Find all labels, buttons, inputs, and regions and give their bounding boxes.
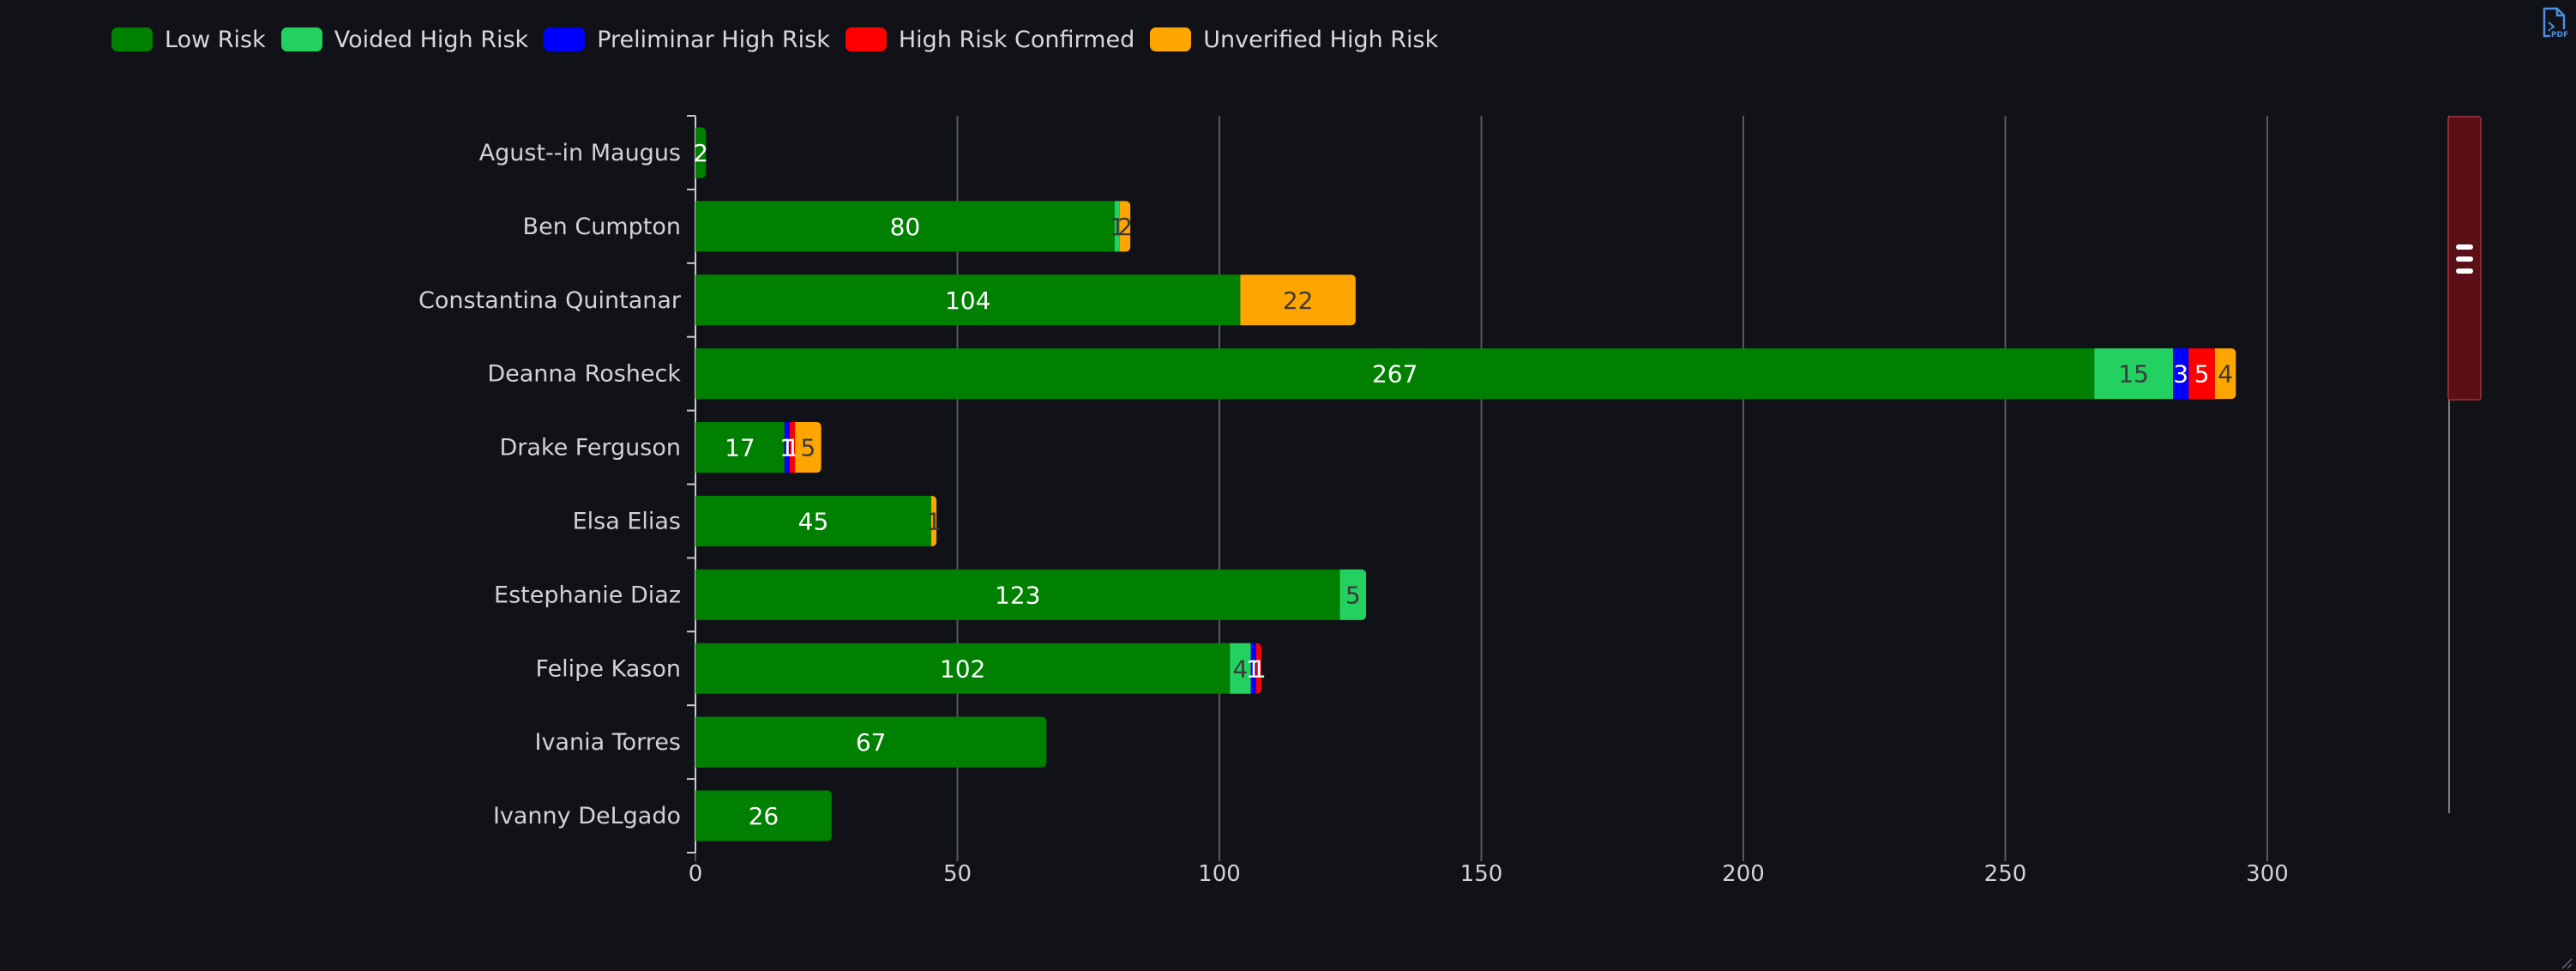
legend-label: Preliminar High Risk <box>597 26 830 53</box>
bar-segment[interactable] <box>1114 201 1120 252</box>
legend-label: High Risk Confirmed <box>898 26 1135 53</box>
legend-item[interactable]: Voided High Risk <box>280 26 529 53</box>
x-tick-label: 150 <box>1460 861 1503 887</box>
pdf-export-button[interactable]: PDF <box>2540 7 2569 39</box>
bar-segment[interactable] <box>795 422 822 473</box>
bar-value-label: 5 <box>1345 581 1361 609</box>
bar-segment[interactable] <box>2173 348 2189 400</box>
legend-swatch <box>544 27 586 51</box>
bar-value-label: 4 <box>1233 654 1249 683</box>
legend-item[interactable]: Preliminar High Risk <box>544 27 830 53</box>
bar-segment[interactable] <box>784 422 790 473</box>
bar-segment[interactable] <box>695 569 1340 620</box>
x-tick-label: 100 <box>1198 861 1241 887</box>
legend-swatch <box>280 27 322 51</box>
bar-value-label: 123 <box>995 581 1040 609</box>
bar-segment[interactable] <box>695 127 707 178</box>
bar-value-label: 3 <box>2173 360 2188 389</box>
legend-label: Voided High Risk <box>334 26 529 53</box>
legend-label: Unverified High Risk <box>1203 26 1439 53</box>
bar-value-label: 4 <box>2218 360 2233 389</box>
x-tick-label: 0 <box>689 861 703 887</box>
y-category-label: Drake Ferguson <box>499 435 681 461</box>
bar-value-label: 2 <box>1117 213 1133 241</box>
scrollbar-grip-icon <box>2456 244 2473 250</box>
y-category-label: Ben Cumpton <box>523 214 681 240</box>
bar-segment[interactable] <box>695 422 785 473</box>
legend-swatch <box>1150 27 1192 51</box>
bar-value-label: 1 <box>926 507 942 535</box>
bar-value-label: 102 <box>940 654 985 683</box>
bar-segment[interactable] <box>1250 642 1256 694</box>
bar-segment[interactable] <box>930 495 937 546</box>
bar-segment[interactable] <box>1255 642 1261 694</box>
bar-segment[interactable] <box>695 642 1231 694</box>
y-category-label: Constantina Quintanar <box>418 287 682 314</box>
bar-segment[interactable] <box>1119 201 1131 252</box>
legend-item[interactable]: Unverified High Risk <box>1150 27 1438 53</box>
legend-swatch <box>111 27 153 51</box>
legend-label: Low Risk <box>165 26 266 53</box>
bar-segment[interactable] <box>695 274 1241 326</box>
bar-value-label: 267 <box>1372 360 1417 389</box>
y-category-label: Agust--in Maugus <box>479 140 681 166</box>
bar-value-label: 1 <box>1251 654 1267 683</box>
bar-value-label: 104 <box>945 286 990 315</box>
bar-segment[interactable] <box>1240 274 1356 326</box>
bar-value-label: 22 <box>1283 286 1314 315</box>
bar-segment[interactable] <box>695 201 1115 252</box>
y-category-label: Ivanny DeLgado <box>493 803 681 829</box>
bar-segment[interactable] <box>789 422 796 473</box>
svg-text:PDF: PDF <box>2551 31 2568 39</box>
x-tick-label: 200 <box>1722 861 1765 887</box>
y-category-label: Estephanie Diaz <box>494 582 681 608</box>
x-tick-label: 250 <box>1984 861 2027 887</box>
bar-value-label: 45 <box>798 507 829 535</box>
x-tick-label: 50 <box>943 861 972 887</box>
bar-segment[interactable] <box>695 495 931 546</box>
bar-value-label: 26 <box>749 802 779 830</box>
bar-value-label: 5 <box>2194 360 2210 389</box>
bar-segment[interactable] <box>2214 348 2236 400</box>
scrollbar-grip-icon <box>2456 268 2473 274</box>
resize-handle-icon[interactable] <box>2559 956 2573 969</box>
bar-value-label: 5 <box>800 434 816 462</box>
y-category-label: Deanna Rosheck <box>487 361 681 388</box>
bar-value-label: 67 <box>856 728 887 757</box>
bar-segment[interactable] <box>1230 642 1251 694</box>
y-category-label: Elsa Elias <box>573 508 681 534</box>
y-category-label: Felipe Kason <box>536 655 681 682</box>
bar-value-label: 2 <box>693 139 708 167</box>
bar-segment[interactable] <box>695 790 832 841</box>
bar-value-label: 15 <box>2118 360 2149 389</box>
bar-value-label: 80 <box>890 213 921 241</box>
scrollbar-grip-icon <box>2456 256 2473 262</box>
bar-segment[interactable] <box>695 348 2095 400</box>
legend-item[interactable]: High Risk Confirmed <box>845 26 1135 53</box>
bar-segment[interactable] <box>2094 348 2174 400</box>
x-tick-label: 300 <box>2246 861 2289 887</box>
bar-segment[interactable] <box>2188 348 2215 400</box>
pdf-export-icon: PDF <box>2543 7 2569 39</box>
chart-legend: Low Risk Voided High Risk Preliminar High … <box>111 22 1454 57</box>
legend-swatch <box>845 27 887 51</box>
legend-item[interactable]: Low Risk <box>111 27 266 53</box>
bar-value-label: 17 <box>725 434 755 462</box>
bar-segment[interactable] <box>1339 569 1367 620</box>
bar-segment[interactable] <box>695 716 1047 768</box>
y-category-label: Ivania Torres <box>535 729 681 756</box>
